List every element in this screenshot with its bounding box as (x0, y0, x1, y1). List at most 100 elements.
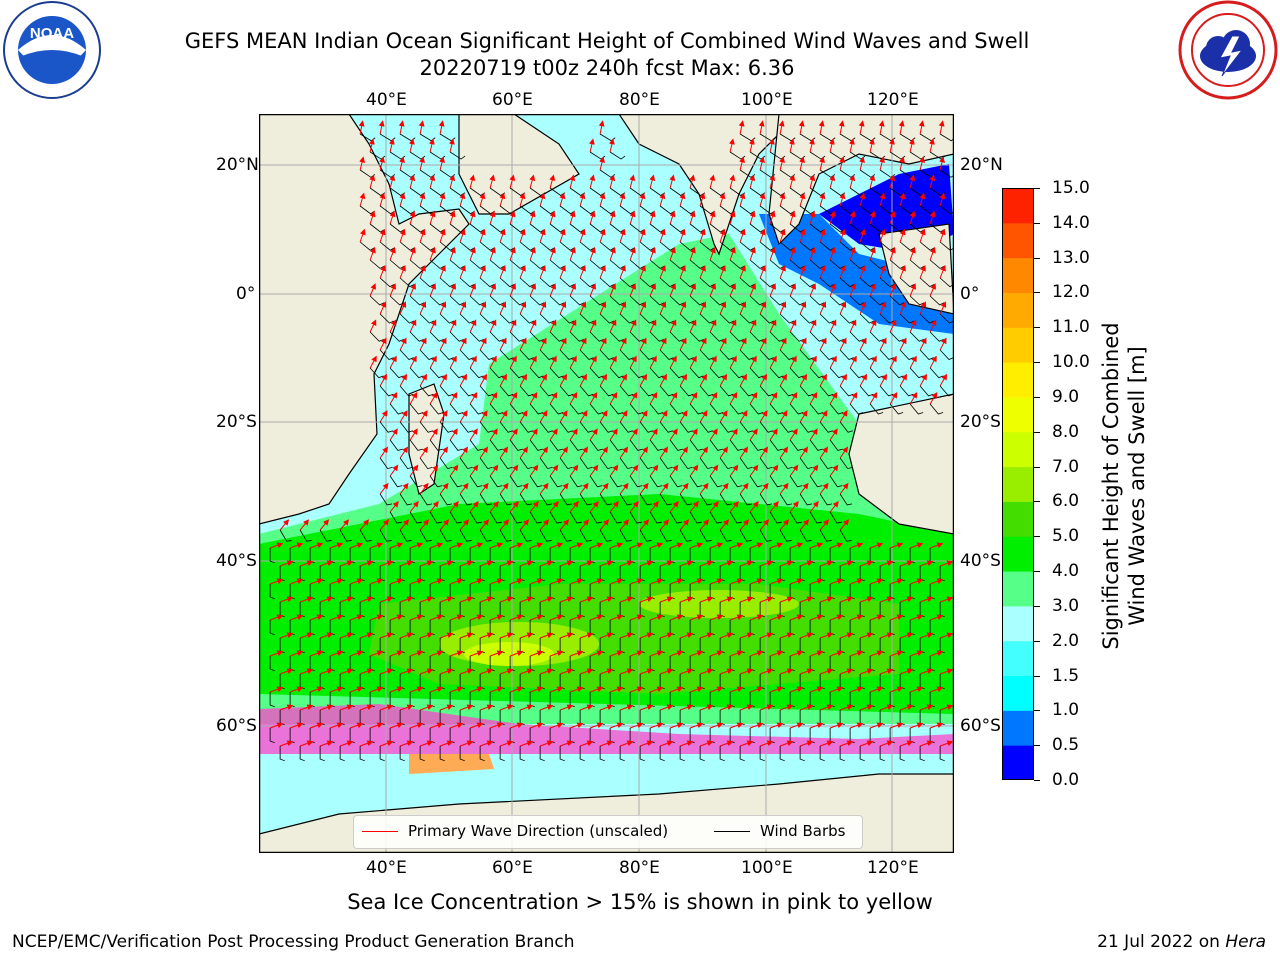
wind-barb (559, 457, 573, 470)
wave-direction-arrow (829, 428, 838, 441)
wave-direction-arrow (399, 156, 405, 171)
wave-direction-arrow (739, 301, 747, 315)
wave-direction-arrow (798, 120, 805, 135)
wave-direction-arrow (769, 578, 784, 585)
wave-direction-arrow (409, 578, 424, 585)
wave-direction-arrow (549, 355, 557, 369)
wave-direction-arrow (509, 578, 524, 585)
lat-label-left: 20°N (216, 155, 259, 175)
wave-direction-arrow (489, 210, 496, 225)
wind-barb (719, 493, 733, 506)
wave-direction-arrow (749, 355, 757, 369)
wave-direction-arrow (829, 464, 839, 477)
wave-direction-arrow (388, 138, 395, 153)
colorbar-tick-mark (1034, 327, 1040, 329)
wave-direction-arrow (809, 464, 819, 477)
wave-direction-arrow (469, 542, 484, 549)
wave-direction-arrow (559, 560, 574, 567)
wave-direction-arrow (559, 192, 566, 207)
wave-direction-arrow (919, 301, 927, 315)
wave-direction-arrow (479, 301, 487, 315)
wind-barb (279, 529, 292, 542)
wave-direction-arrow (358, 120, 365, 135)
wave-direction-arrow (599, 228, 606, 243)
wave-direction-arrow (469, 355, 477, 369)
wave-direction-arrow (888, 138, 895, 153)
lat-label-right: 40°S (960, 551, 1001, 571)
wave-direction-arrow (909, 542, 924, 549)
wave-direction-arrow (549, 391, 558, 405)
colorbar-tick-mark (1034, 536, 1040, 538)
wave-direction-arrow (599, 560, 614, 567)
wave-direction-arrow (439, 337, 447, 351)
wave-direction-arrow (879, 560, 894, 567)
wave-direction-arrow (899, 373, 907, 387)
wave-direction-arrow (378, 120, 385, 135)
legend-wave-label: Primary Wave Direction (unscaled) (408, 822, 669, 840)
wave-direction-arrow (669, 210, 676, 225)
wave-direction-arrow (489, 174, 496, 189)
wave-direction-arrow (489, 501, 499, 513)
wind-barb (419, 529, 432, 542)
wave-direction-arrow (469, 283, 476, 297)
wave-direction-arrow (849, 246, 856, 261)
wind-barb (759, 529, 772, 542)
wave-direction-arrow (649, 464, 659, 477)
wave-direction-arrow (359, 228, 366, 243)
lat-label-left: 60°S (216, 716, 257, 736)
wind-barb (769, 511, 782, 524)
legend-item-wave: Primary Wave Direction (unscaled) (362, 822, 668, 840)
wave-direction-arrow (859, 228, 866, 243)
wave-direction-arrow (659, 446, 669, 459)
wave-direction-arrow (479, 482, 489, 495)
wave-direction-arrow (389, 355, 397, 369)
wind-barb (689, 439, 703, 451)
wave-direction-arrow (439, 482, 449, 495)
wind-barb (589, 511, 602, 524)
wave-direction-arrow (659, 301, 667, 315)
wave-direction-arrow (489, 246, 496, 261)
wave-direction-arrow (409, 319, 417, 333)
wave-direction-arrow (419, 519, 430, 531)
wave-direction-arrow (579, 519, 590, 531)
wave-direction-arrow (459, 560, 474, 567)
wind-barb (389, 475, 403, 488)
wave-direction-arrow (769, 428, 778, 441)
wave-direction-arrow (419, 482, 429, 495)
wave-direction-arrow (719, 337, 727, 351)
wave-direction-arrow (489, 542, 504, 549)
wave-direction-arrow (429, 319, 437, 333)
wind-barb (579, 529, 592, 542)
wave-direction-arrow (409, 355, 417, 369)
wave-direction-arrow (769, 355, 777, 369)
wind-barb (909, 403, 924, 415)
wave-direction-arrow (669, 464, 679, 477)
wave-direction-arrow (359, 519, 370, 531)
wave-direction-arrow (899, 337, 907, 351)
lon-label-bottom: 60°E (492, 858, 533, 878)
wave-direction-arrow (919, 337, 927, 351)
wave-direction-arrow (748, 138, 755, 153)
wave-direction-arrow (629, 464, 639, 477)
colorbar-segment (1002, 327, 1034, 363)
wave-direction-arrow (429, 174, 436, 189)
wave-direction-arrow (429, 542, 444, 549)
wave-direction-arrow (479, 446, 489, 459)
wave-direction-arrow (749, 542, 764, 549)
wind-barb (609, 511, 622, 524)
wave-direction-arrow (679, 228, 686, 243)
wind-barb (649, 475, 663, 488)
wave-direction-arrow (769, 501, 779, 513)
wave-direction-arrow (629, 391, 638, 405)
wind-barb (699, 457, 713, 470)
wind-barb (379, 493, 393, 506)
wave-direction-arrow (579, 228, 586, 243)
wave-direction-arrow (439, 446, 449, 459)
wave-direction-arrow (879, 228, 886, 243)
wave-direction-arrow (829, 391, 838, 405)
wind-barb (639, 421, 654, 433)
wave-direction-arrow (779, 446, 789, 459)
wave-direction-arrow (509, 210, 516, 225)
wave-direction-arrow (848, 138, 855, 153)
wave-direction-arrow (619, 482, 629, 495)
